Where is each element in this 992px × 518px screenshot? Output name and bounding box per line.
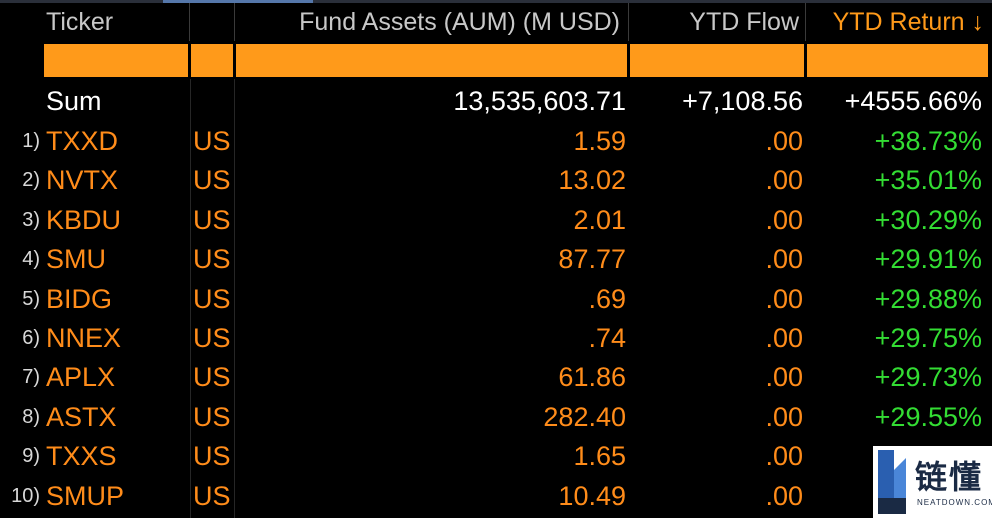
table-row[interactable]: 6) NNEX US .74 .00 +29.75%: [0, 319, 992, 358]
row-country: US: [193, 401, 231, 432]
filter-country-field[interactable]: [191, 44, 233, 77]
row-ytd-return: +35.01%: [874, 165, 982, 196]
row-ticker: SMU: [46, 244, 106, 275]
row-ticker: ASTX: [46, 401, 117, 432]
table-row[interactable]: 1) TXXD US 1.59 .00 +38.73%: [0, 122, 992, 161]
table-row[interactable]: 4) SMU US 87.77 .00 +29.91%: [0, 240, 992, 279]
row-ticker: NVTX: [46, 165, 119, 196]
row-aum: 1.59: [573, 126, 626, 156]
row-ytd-return: +29.73%: [874, 362, 982, 393]
row-country: US: [193, 283, 231, 314]
table-row[interactable]: 7) APLX US 61.86 .00 +29.73%: [0, 358, 992, 397]
row-aum: 13.02: [558, 165, 626, 196]
row-number: 1): [22, 130, 40, 152]
row-ticker: APLX: [46, 362, 116, 393]
row-ytd-return: +29.75%: [874, 323, 982, 353]
filter-return-field[interactable]: [807, 44, 988, 77]
row-ytd-return: +38.73%: [874, 126, 982, 156]
active-strip-segment: [163, 0, 313, 3]
row-country: US: [193, 126, 231, 156]
sum-aum: 13,535,603.71: [453, 86, 626, 116]
column-divider: [234, 79, 235, 518]
row-ticker: NNEX: [46, 323, 122, 353]
row-number: 3): [22, 208, 40, 231]
row-ytd-return: +29.88%: [874, 283, 982, 314]
row-number: 4): [22, 248, 40, 271]
row-ytd-return: +29.55%: [874, 401, 982, 432]
row-ytd-flow: .00: [765, 244, 803, 275]
row-country: US: [193, 244, 231, 275]
table-row[interactable]: 3) KBDU US 2.01 .00 +30.29%: [0, 201, 992, 240]
table-row[interactable]: 8) ASTX US 282.40 .00 +29.55%: [0, 398, 992, 437]
table-row[interactable]: 10) SMUP US 10.49 .00: [0, 477, 992, 516]
row-aum: .69: [588, 283, 626, 314]
row-ytd-flow: .00: [765, 441, 803, 472]
row-country: US: [193, 441, 231, 472]
row-aum: 1.65: [573, 441, 626, 472]
row-ytd-return: +30.29%: [874, 204, 982, 235]
row-ytd-flow: .00: [765, 323, 803, 353]
row-ticker: SMUP: [46, 480, 125, 511]
row-country: US: [193, 204, 231, 235]
row-number: 8): [22, 405, 40, 428]
filter-aum-field[interactable]: [236, 44, 627, 77]
row-ytd-flow: .00: [765, 126, 803, 156]
header-country[interactable]: [190, 3, 235, 41]
watermark-text: 链懂: [915, 458, 984, 496]
row-aum: 2.01: [573, 204, 626, 235]
sum-label: Sum: [46, 86, 102, 116]
row-country: US: [193, 362, 231, 393]
row-aum: 87.77: [558, 244, 626, 275]
row-number: 5): [22, 287, 40, 310]
header-ytd-return[interactable]: YTD Return ↓: [832, 8, 984, 36]
row-country: US: [193, 165, 231, 196]
row-ticker: KBDU: [46, 204, 122, 235]
row-number: 2): [22, 169, 40, 192]
row-country: US: [193, 480, 231, 511]
row-number: 7): [22, 366, 40, 389]
table-row[interactable]: 5) BIDG US .69 .00 +29.88%: [0, 280, 992, 319]
top-strip: [0, 0, 992, 3]
row-ytd-flow: .00: [765, 480, 803, 511]
header-ticker[interactable]: Ticker: [0, 3, 190, 41]
header-ytd-flow[interactable]: YTD Flow: [629, 3, 806, 41]
row-ytd-flow: .00: [765, 165, 803, 196]
row-ticker: TXXD: [46, 126, 119, 156]
table-row[interactable]: 2) NVTX US 13.02 .00 +35.01%: [0, 161, 992, 200]
watermark-subtext: NEATDOWN.COM: [917, 498, 992, 507]
column-divider: [190, 79, 191, 518]
row-country: US: [193, 323, 231, 353]
row-ytd-flow: .00: [765, 283, 803, 314]
sum-flow: +7,108.56: [682, 86, 803, 116]
row-number: 9): [22, 445, 40, 468]
row-ticker: TXXS: [46, 441, 117, 472]
watermark-logo: 链懂 NEATDOWN.COM: [873, 446, 992, 518]
row-aum: .74: [588, 323, 626, 353]
row-ytd-return: +29.91%: [874, 244, 982, 275]
row-aum: 282.40: [543, 401, 626, 432]
row-ytd-flow: .00: [765, 401, 803, 432]
row-aum: 10.49: [558, 480, 626, 511]
header-aum[interactable]: Fund Assets (AUM) (M USD): [235, 3, 629, 41]
row-ytd-flow: .00: [765, 204, 803, 235]
filter-ticker-field[interactable]: [44, 44, 188, 77]
row-aum: 61.86: [558, 362, 626, 393]
sum-return: +4555.66%: [844, 86, 982, 116]
row-ytd-flow: .00: [765, 362, 803, 393]
row-number: 6): [22, 327, 40, 349]
sum-row: Sum 13,535,603.71 +7,108.56 +4555.66%: [0, 82, 992, 121]
column-header-row: Ticker Fund Assets (AUM) (M USD) YTD Flo…: [0, 3, 992, 41]
filter-flow-field[interactable]: [630, 44, 804, 77]
row-ticker: BIDG: [46, 283, 113, 314]
logo-mark-icon: [878, 450, 906, 514]
row-number: 10): [11, 484, 40, 507]
filter-row: [0, 41, 992, 79]
